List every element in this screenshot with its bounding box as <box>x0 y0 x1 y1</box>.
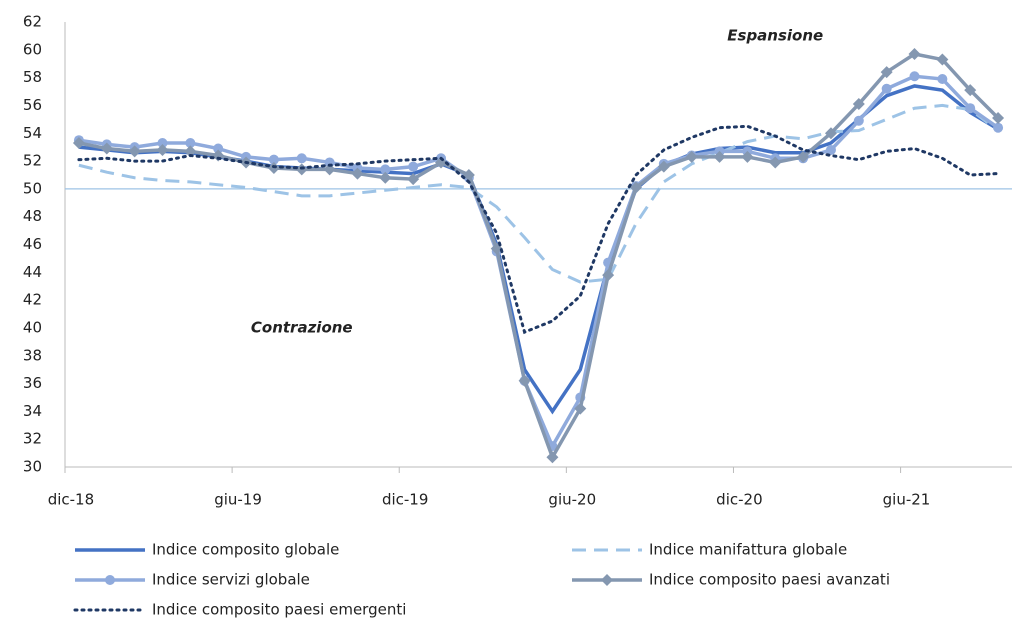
series-line <box>78 103 999 284</box>
point <box>574 402 587 415</box>
point <box>380 164 391 175</box>
point <box>741 150 754 163</box>
point <box>964 84 977 97</box>
point <box>909 71 920 82</box>
x-tick-label: dic-20 <box>716 491 762 509</box>
point <box>993 122 1004 133</box>
series-line <box>78 74 1000 451</box>
legend-label: Indice composito paesi emergenti <box>152 601 406 619</box>
point <box>156 143 169 156</box>
point <box>379 171 392 184</box>
point <box>518 374 531 387</box>
point <box>408 161 419 172</box>
point <box>992 111 1005 124</box>
point <box>880 66 893 79</box>
point <box>937 74 948 85</box>
point <box>213 143 224 154</box>
point <box>323 163 336 176</box>
point <box>184 145 197 158</box>
point <box>296 153 307 164</box>
point <box>657 160 670 173</box>
point <box>629 181 642 194</box>
y-tick-label: 36 <box>23 374 42 392</box>
point <box>462 168 475 181</box>
point <box>853 115 864 126</box>
y-tick-label: 50 <box>23 179 42 197</box>
point <box>128 145 141 158</box>
point <box>602 269 615 282</box>
legend-label: Indice composito globale <box>152 541 339 559</box>
y-tick-label: 62 <box>23 13 42 31</box>
legend-label: Indice composito paesi avanzati <box>649 571 890 589</box>
y-tick-label: 40 <box>23 318 42 336</box>
point <box>797 150 810 163</box>
point <box>769 156 782 169</box>
series-line <box>78 84 999 415</box>
y-tick-label: 46 <box>23 235 42 253</box>
point <box>105 575 115 585</box>
x-tick-label: giu-19 <box>214 491 262 509</box>
y-tick-label: 52 <box>23 152 42 170</box>
y-tick-label: 58 <box>23 68 42 86</box>
x-tick-label: dic-19 <box>382 491 428 509</box>
annotation: Contrazione <box>251 318 353 336</box>
point <box>72 136 85 149</box>
legend-label: Indice manifattura globale <box>649 541 847 559</box>
y-tick-label: 38 <box>23 346 42 364</box>
y-tick-label: 44 <box>23 263 42 281</box>
point <box>881 83 892 94</box>
point <box>908 47 921 60</box>
point <box>185 137 196 148</box>
point <box>685 150 698 163</box>
point <box>825 144 836 155</box>
y-tick-label: 60 <box>23 40 42 58</box>
point <box>713 150 726 163</box>
point <box>407 173 420 186</box>
point <box>157 137 168 148</box>
series-line <box>77 124 1000 335</box>
point <box>852 98 865 111</box>
point <box>601 574 613 586</box>
point <box>268 154 279 165</box>
point <box>936 53 949 66</box>
y-tick-label: 32 <box>23 430 42 448</box>
y-tick-label: 48 <box>23 207 42 225</box>
y-tick-label: 42 <box>23 291 42 309</box>
point <box>824 127 837 140</box>
x-tick-label: giu-20 <box>548 491 596 509</box>
point <box>100 142 113 155</box>
y-tick-label: 56 <box>23 96 42 114</box>
legend-label: Indice servizi globale <box>152 571 310 589</box>
point <box>351 167 364 180</box>
x-tick-label: giu-21 <box>883 491 931 509</box>
y-tick-label: 34 <box>23 402 42 420</box>
point <box>546 451 559 464</box>
y-tick-label: 30 <box>23 458 42 476</box>
y-tick-label: 54 <box>23 124 42 142</box>
x-tick-label: dic-18 <box>48 491 94 509</box>
annotation: Espansione <box>727 26 823 44</box>
point <box>965 103 976 114</box>
